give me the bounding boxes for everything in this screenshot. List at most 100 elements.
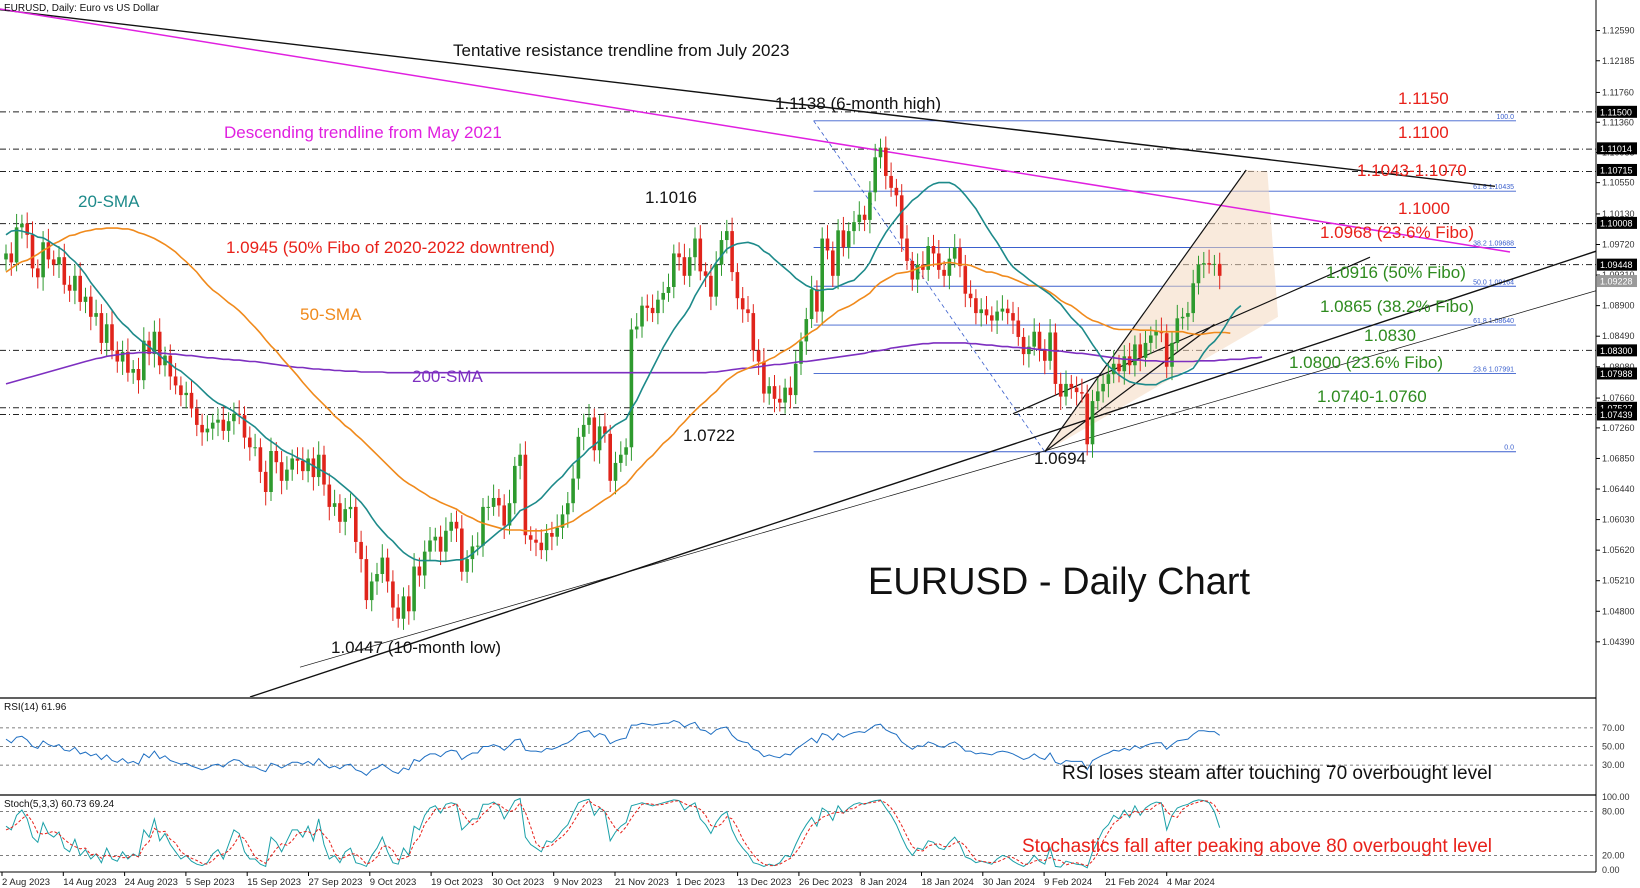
candle [1207, 249, 1211, 274]
fibo-level-tag: 50.0 1.09164 [1473, 279, 1514, 286]
candle [783, 378, 787, 414]
candle-body [57, 257, 61, 265]
candle [1021, 328, 1026, 366]
candle-body [205, 428, 210, 433]
candle [184, 381, 188, 409]
descending-trendline-may-2021 [0, 8, 1511, 253]
candle [1000, 295, 1005, 321]
candle [269, 437, 273, 501]
price-tag-label: 1.07439 [1600, 410, 1633, 420]
level-label: 1.1000 [1398, 199, 1450, 218]
candle-body [1202, 263, 1206, 265]
candle [422, 540, 427, 589]
candle-body [735, 272, 740, 299]
candle [131, 360, 135, 384]
candle-body [25, 223, 29, 235]
candle-body [703, 271, 708, 276]
y-tick-label: 1.12590 [1602, 26, 1635, 36]
candle [640, 296, 644, 338]
candle-body [327, 484, 332, 507]
candle [815, 280, 819, 323]
candle [1170, 331, 1174, 381]
candle-body [1064, 383, 1068, 397]
candle-body [1154, 330, 1158, 336]
candle [661, 281, 665, 314]
rsi-panel: 70.00 50.00 30.00 RSI(14) 61.96 RSI loses … [0, 697, 1625, 784]
candle [740, 287, 745, 323]
x-tick-label: 8 Jan 2024 [860, 877, 907, 888]
candle-body [343, 509, 347, 522]
sma20-label: 20-SMA [78, 192, 140, 211]
candle [968, 280, 973, 308]
candle-body [99, 313, 104, 343]
fibo-level-tag: 0.0 [1504, 445, 1514, 452]
candle [338, 494, 342, 533]
x-tick-label: 9 Nov 2023 [554, 877, 603, 888]
candle [438, 525, 443, 566]
candle [375, 562, 379, 595]
candle-body [846, 231, 851, 248]
candle [322, 445, 326, 496]
candle-body [613, 462, 618, 481]
candle [581, 413, 586, 451]
candle [359, 530, 363, 573]
candle-body [783, 387, 787, 403]
candle-body [984, 309, 989, 316]
candle [693, 227, 697, 271]
candle-body [62, 257, 67, 285]
candle [407, 585, 411, 625]
candle-body [354, 506, 358, 542]
candle-body [412, 566, 416, 612]
candle [984, 295, 989, 325]
candle-body [1005, 308, 1010, 314]
candle-body [475, 545, 480, 547]
y-tick-label: 1.08080 [1602, 362, 1635, 372]
candle-body [931, 246, 936, 254]
candle [1117, 354, 1121, 383]
x-tick-label: 18 Jan 2024 [922, 877, 974, 888]
candle [958, 238, 962, 278]
fibo-label: 1.0865 (38.2% Fibo) [1320, 297, 1474, 316]
price-tag-label: 1.09448 [1600, 260, 1633, 270]
candle [603, 412, 607, 443]
high-1016-label: 1.1016 [645, 188, 697, 207]
candle [20, 214, 24, 239]
candle [1037, 322, 1042, 362]
fibo-level-tag: 61.8 1.08640 [1473, 318, 1514, 325]
candle-body [248, 437, 252, 448]
candle-body [1122, 356, 1127, 372]
candle [306, 449, 310, 483]
price-tag-bg [1597, 344, 1637, 357]
candle [1154, 319, 1158, 349]
fibo-label: 1.0968 (23.6% Fibo) [1320, 223, 1474, 242]
candle [396, 594, 400, 628]
candle-body [316, 454, 321, 478]
sma200-line [5, 342, 1263, 385]
candle [454, 510, 459, 542]
candle-body [682, 257, 687, 276]
rsi-line [5, 719, 1220, 776]
symbol-info: EURUSD, Daily: Euro vs US Dollar [4, 3, 160, 14]
fibo-label: 1.0916 (50% Fibo) [1326, 263, 1466, 282]
stoch-tick-label: 80.00 [1602, 807, 1625, 817]
candle [751, 304, 756, 362]
candle [587, 404, 591, 434]
candle [836, 219, 840, 290]
candle [788, 376, 793, 409]
candle [221, 406, 226, 440]
candle [804, 307, 809, 355]
candle-body [714, 264, 718, 297]
candle-body [555, 527, 559, 537]
candle [449, 512, 453, 542]
candle [905, 225, 909, 270]
candle [1191, 269, 1195, 323]
candle [1069, 374, 1074, 399]
candle-body [921, 264, 925, 270]
candle [142, 327, 146, 390]
price-tag: 1.07988 [1597, 367, 1637, 380]
candle [1186, 301, 1190, 331]
candlestick-series [4, 136, 1222, 630]
candle-body [937, 253, 941, 270]
candle-body [295, 458, 300, 461]
candle-body [1032, 331, 1036, 347]
